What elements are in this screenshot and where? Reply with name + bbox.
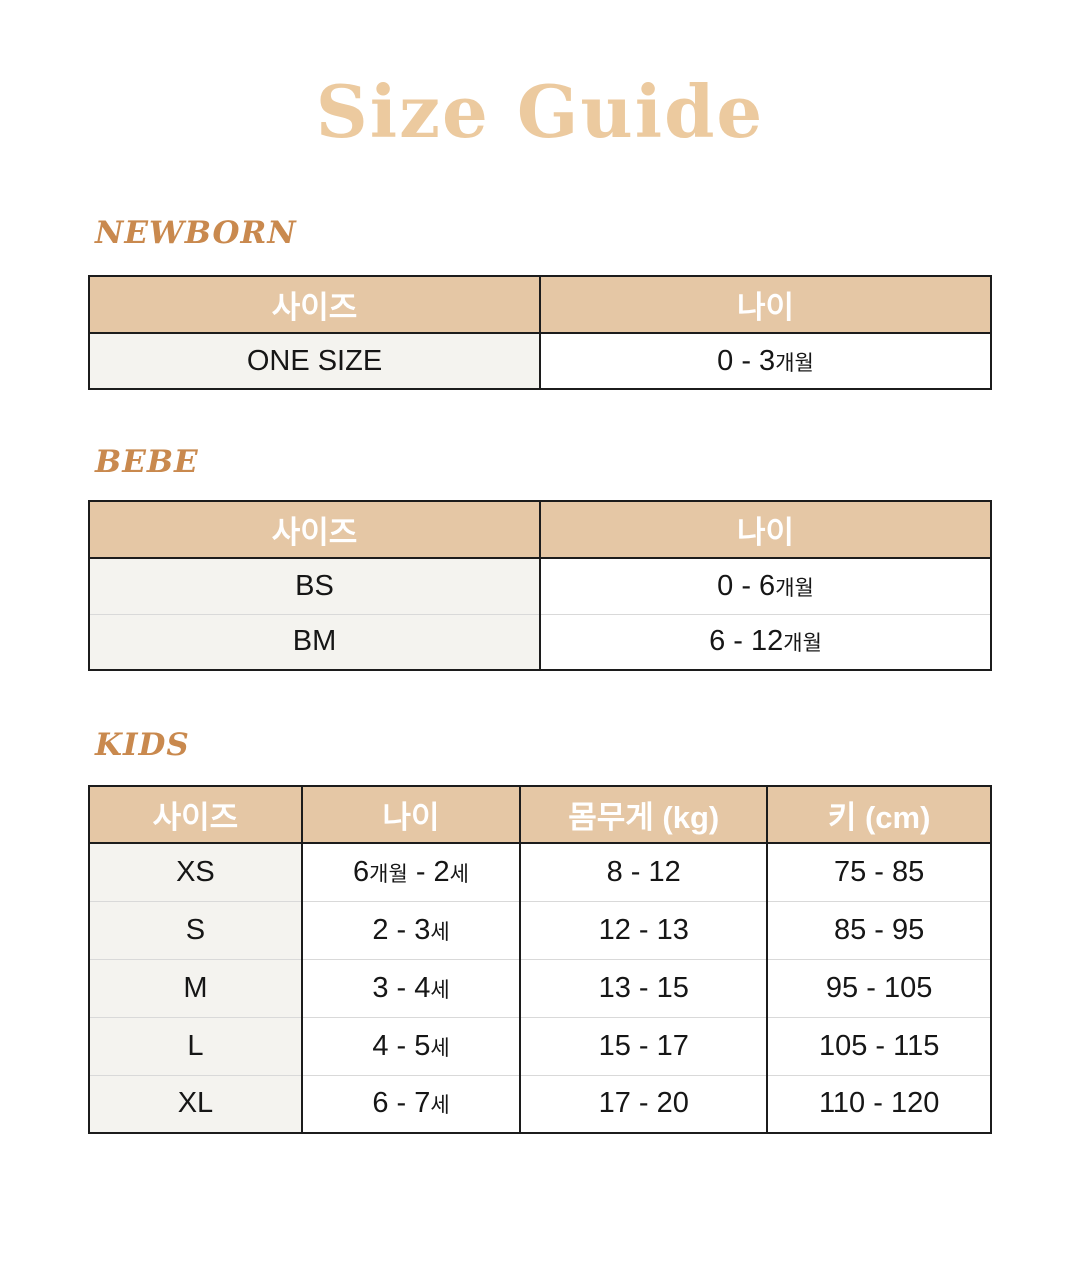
table-cell: 0 - 6개월 (539, 557, 991, 615)
table-cell: 8 - 12 (519, 842, 768, 902)
column-header: 사이즈 (89, 276, 540, 335)
column-header: 나이 (539, 501, 991, 560)
header-row: 사이즈 나이 (89, 276, 991, 335)
table-cell: 3 - 4세 (300, 958, 521, 1018)
table-row: BM 6 - 12개월 (89, 613, 991, 671)
column-header: 나이 (539, 276, 991, 335)
column-header: 사이즈 (89, 501, 540, 560)
newborn-size-table: 사이즈 나이 ONE SIZE 0 - 3개월 (88, 275, 992, 391)
table-cell: 6 - 12개월 (539, 613, 991, 671)
table-cell: 75 - 85 (766, 842, 991, 902)
table-cell: 15 - 17 (519, 1016, 768, 1076)
table-cell: 85 - 95 (766, 900, 991, 960)
table-cell: 0 - 3개월 (539, 332, 991, 390)
table-cell: S (89, 900, 302, 960)
table-cell: 6 - 7세 (300, 1074, 521, 1134)
table-cell: 95 - 105 (766, 958, 991, 1018)
table-cell: 110 - 120 (766, 1074, 991, 1134)
column-header: 몸무게 (kg) (519, 786, 768, 845)
table-cell: BM (89, 613, 540, 671)
section-heading-kids: KIDS (95, 727, 190, 764)
section-kids: KIDS 사이즈 나이 몸무게 (kg) 키 (cm) XS 6개월 - 2세 8 - 12… (0, 727, 1080, 1135)
table-cell: ONE SIZE (89, 332, 540, 390)
kids-size-table: 사이즈 나이 몸무게 (kg) 키 (cm) XS 6개월 - 2세 8 - 12 75 - … (88, 785, 992, 1135)
table-row: XS 6개월 - 2세 8 - 12 75 - 85 (89, 842, 991, 902)
table-row: BS 0 - 6개월 (89, 557, 991, 615)
table-cell: 4 - 5세 (300, 1016, 521, 1076)
header-row: 사이즈 나이 몸무게 (kg) 키 (cm) (89, 786, 991, 845)
column-header: 사이즈 (89, 786, 302, 845)
column-header: 나이 (300, 786, 521, 845)
table-cell: XL (89, 1074, 302, 1134)
table-row: ONE SIZE 0 - 3개월 (89, 332, 991, 390)
table-cell: 105 - 115 (766, 1016, 991, 1076)
table-cell: XS (89, 842, 302, 902)
section-newborn: NEWBORN 사이즈 나이 ONE SIZE 0 - 3개월 (0, 215, 1080, 391)
table-cell: M (89, 958, 302, 1018)
page-title: Size Guide (315, 69, 765, 154)
column-header: 키 (cm) (766, 786, 991, 845)
table-cell: 13 - 15 (519, 958, 768, 1018)
table-cell: 2 - 3세 (300, 900, 521, 960)
header-row: 사이즈 나이 (89, 501, 991, 560)
table-row: XL 6 - 7세 17 - 20 110 - 120 (89, 1074, 991, 1134)
bebe-size-table: 사이즈 나이 BS 0 - 6개월 BM 6 - 12개월 (88, 500, 992, 672)
table-cell: 6개월 - 2세 (300, 842, 521, 902)
table-cell: 17 - 20 (519, 1074, 768, 1134)
table-cell: BS (89, 557, 540, 615)
table-cell: L (89, 1016, 302, 1076)
table-cell: 12 - 13 (519, 900, 768, 960)
section-heading-bebe: BEBE (95, 444, 199, 481)
section-bebe: BEBE 사이즈 나이 BS 0 - 6개월 BM 6 - 12개월 (0, 444, 1080, 672)
section-heading-newborn: NEWBORN (95, 215, 297, 252)
